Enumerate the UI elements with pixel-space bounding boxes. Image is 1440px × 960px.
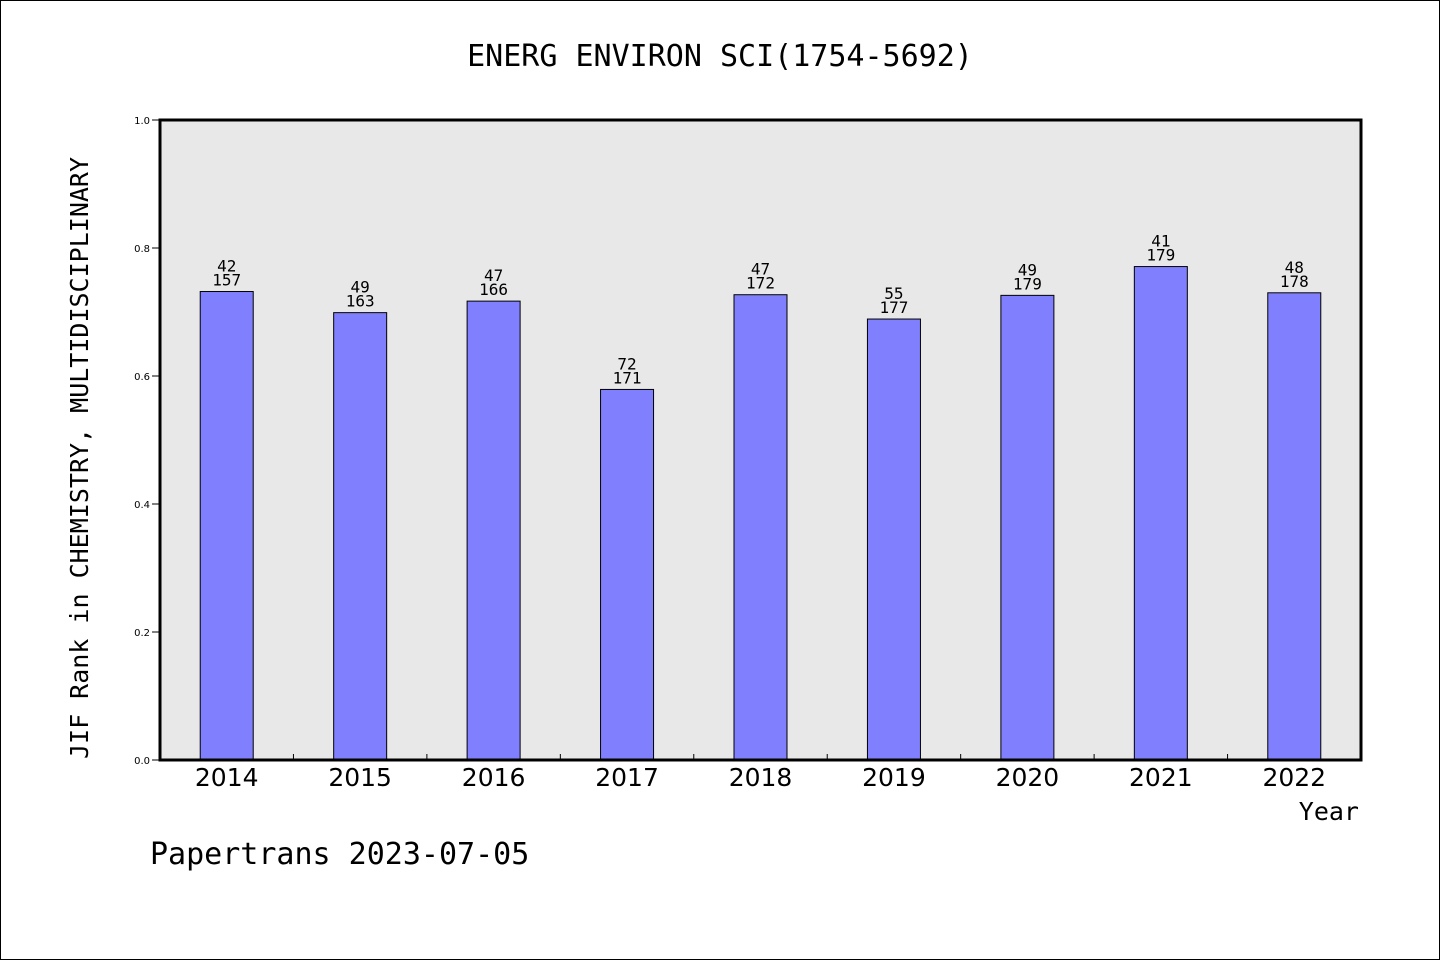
bar-rank-label: 55: [884, 284, 903, 303]
bar: [1000, 294, 1055, 761]
bar: [866, 318, 921, 761]
x-tick-label: 2019: [862, 763, 926, 792]
x-tick-label: 2016: [462, 763, 526, 792]
bar-rank-label: 42: [217, 257, 236, 276]
x-tick-label: 2015: [328, 763, 392, 792]
bar-rank-label: 41: [1151, 232, 1170, 251]
y-tick-label: 0.4: [134, 500, 150, 511]
bar: [600, 388, 655, 761]
bar-rank-label: 47: [484, 266, 503, 285]
bar: [733, 294, 788, 761]
bar: [466, 300, 521, 761]
bar-rank-label: 48: [1285, 258, 1304, 277]
bar-total-label: 157: [212, 271, 241, 290]
y-tick-label: 0.2: [134, 628, 150, 639]
y-axis-label: JIF Rank in CHEMISTRY, MULTIDISCIPLINARY: [65, 157, 94, 759]
x-tick-label: 2014: [195, 763, 259, 792]
footer-watermark: Papertrans 2023-07-05: [150, 837, 529, 872]
x-tick-label: 2017: [595, 763, 659, 792]
bar-total-label: 179: [1013, 274, 1042, 293]
x-axis-label: Year: [1299, 797, 1359, 826]
bar-total-label: 179: [1146, 246, 1175, 265]
chart-title: ENERG ENVIRON SCI(1754-5692): [467, 39, 973, 74]
bar-total-label: 177: [879, 298, 908, 317]
plot-border: [158, 118, 1363, 762]
bar-rank-label: 47: [751, 260, 770, 279]
y-tick-label: 0.8: [134, 244, 150, 255]
x-tick-label: 2022: [1262, 763, 1326, 792]
bar-total-label: 172: [746, 274, 775, 293]
bar-total-label: 171: [613, 368, 642, 387]
bar: [199, 291, 254, 761]
bar-rank-label: 49: [351, 278, 370, 297]
bar-total-label: 166: [479, 280, 508, 299]
bar-rank-label: 72: [617, 354, 636, 373]
y-tick-label: 0.0: [134, 756, 150, 767]
y-tick-label: 0.6: [134, 372, 150, 383]
bar-total-label: 178: [1280, 272, 1309, 291]
bar: [1133, 266, 1188, 761]
x-axis: 2014 2015 2016 2017 2018 2019 2020 2021 2022: [195, 754, 1326, 792]
bar: [333, 312, 388, 761]
x-tick-label: 2018: [729, 763, 793, 792]
bar: [1267, 292, 1322, 761]
y-tick-label: 1.0: [134, 116, 150, 127]
bar-rank-label: 49: [1018, 260, 1037, 279]
x-tick-label: 2021: [1129, 763, 1193, 792]
bar-total-label: 163: [346, 292, 375, 311]
y-axis: 0.0 0.2 0.4 0.6 0.8 1.0: [134, 116, 160, 767]
x-tick-label: 2020: [996, 763, 1060, 792]
